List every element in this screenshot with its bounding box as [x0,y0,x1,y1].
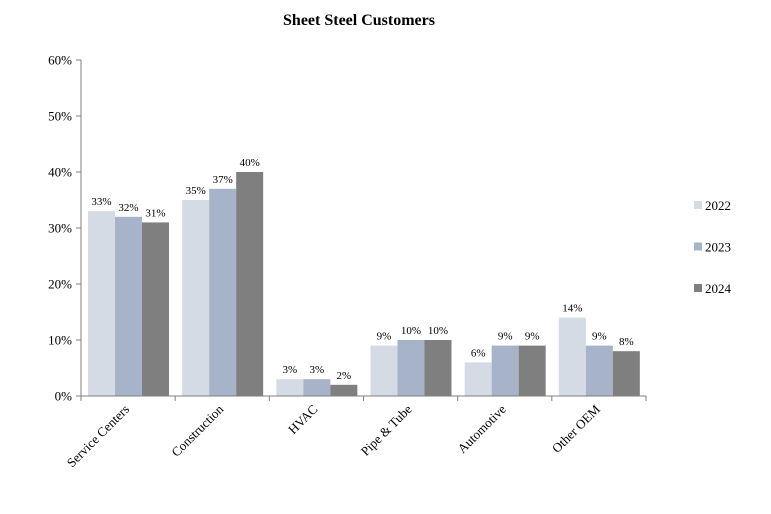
bar-2022-2 [276,379,304,396]
data-label: 9% [592,331,607,343]
y-tick-label: 60% [48,53,72,68]
data-label: 35% [186,185,206,197]
data-label: 2% [336,370,351,382]
data-label: 31% [145,207,165,219]
data-label: 10% [428,325,448,337]
bar-2024-2 [330,384,358,396]
y-tick-label: 0% [55,389,73,404]
data-label: 9% [498,331,513,343]
legend-label: 2022 [705,198,731,213]
data-label: 37% [213,174,233,186]
x-tick-label: HVAC [285,402,320,437]
bar-2023-1 [209,188,237,396]
bar-2022-1 [182,200,210,396]
data-label: 40% [240,157,260,169]
data-label: 3% [309,364,324,376]
legend-swatch-2022 [694,201,702,209]
legend-swatch-2024 [694,284,702,292]
data-label: 10% [401,325,421,337]
bar-2024-0 [142,222,169,396]
y-tick-label: 30% [48,221,72,236]
x-tick-label: Other OEM [549,401,604,456]
x-tick-label: Service Centers [64,402,133,471]
data-label: 14% [562,303,582,315]
data-label: 6% [471,347,486,359]
y-tick-label: 40% [48,165,72,180]
data-label: 3% [282,364,297,376]
plot-area: 0% 10% 20% 30% 40% 50% 60% 33% 35% 3% 9% 6% 14% 32% 37… [48,53,731,471]
data-label: 33% [91,196,111,208]
x-tick-label: Pipe & Tube [358,401,415,458]
legend-label: 2024 [705,281,732,296]
bar-2023-0 [115,216,142,396]
legend-swatch-2023 [694,242,702,251]
chart-title: Sheet Steel Customers [283,12,435,29]
bar-2022-5 [558,317,586,396]
bar-2024-3 [424,340,452,396]
bar-2024-5 [612,351,640,396]
y-tick-label: 50% [48,109,72,124]
bar-2024-4 [518,345,546,396]
x-tick-label: Construction [168,401,226,459]
bar-2022-4 [464,362,492,396]
x-tick-label: Automotive [454,401,509,456]
bar-2022-0 [88,211,115,396]
bar-2023-3 [397,340,425,396]
legend-label: 2023 [705,240,731,255]
data-label: 9% [525,331,540,343]
data-label: 8% [619,336,634,348]
bar-2022-3 [370,345,398,396]
data-label: 32% [118,202,138,214]
bar-2023-5 [585,345,613,396]
bar-2023-4 [491,345,519,396]
bar-2024-1 [236,172,264,396]
y-tick-label: 20% [48,277,72,292]
bar-2023-2 [303,379,331,396]
data-label: 9% [377,331,392,343]
y-tick-label: 10% [48,333,72,348]
